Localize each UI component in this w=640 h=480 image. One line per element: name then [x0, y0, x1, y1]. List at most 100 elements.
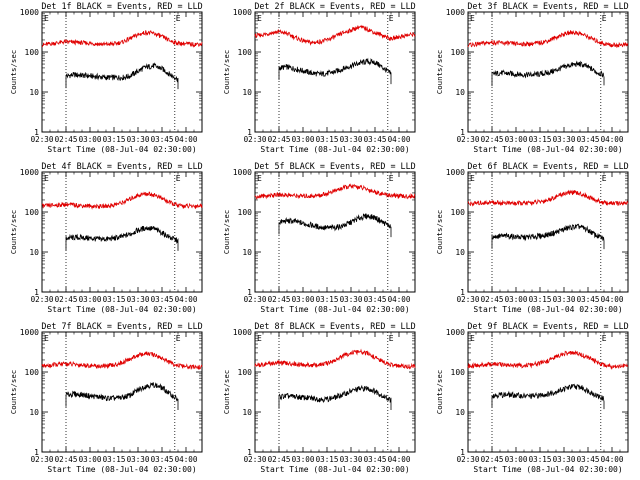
marker-label: E: [44, 334, 49, 343]
series-lld-line: [41, 30, 203, 48]
x-tick-label: 02:45: [268, 135, 291, 144]
y-tick-label: 1: [34, 128, 39, 137]
x-tick-label: 02:30: [457, 295, 480, 304]
x-tick-label: 03:45: [151, 135, 174, 144]
y-tick-label: 1000: [20, 328, 39, 337]
marker-label: E: [389, 334, 394, 343]
x-axis-label: Start Time (08-Jul-04 02:30:00): [473, 305, 622, 314]
y-axis-label: Counts/sec: [9, 50, 18, 95]
series-lld-line: [41, 351, 203, 370]
x-tick-label: 02:45: [481, 295, 504, 304]
y-tick-label: 1: [247, 448, 252, 457]
x-axis-label: Start Time (08-Jul-04 02:30:00): [47, 145, 196, 154]
x-tick-label: 04:00: [601, 135, 624, 144]
x-tick-label: 02:30: [244, 295, 267, 304]
series-lld-line: [467, 29, 629, 49]
x-axis-label: Start Time (08-Jul-04 02:30:00): [473, 145, 622, 154]
y-axis-label: Counts/sec: [9, 370, 18, 415]
x-tick-label: 04:00: [175, 295, 198, 304]
x-tick-label: 03:00: [292, 455, 315, 464]
y-axis-label: Counts/sec: [435, 210, 444, 255]
x-tick-label: 02:45: [55, 455, 78, 464]
series-events-line: [65, 62, 179, 90]
panel-det-9: Det 9f BLACK = Events, RED = LLD 1 10 100 10…: [435, 321, 629, 474]
marker-label: E: [470, 174, 475, 183]
panel-det-6: Det 6f BLACK = Events, RED = LLD 1 10 100 10…: [435, 161, 629, 314]
x-tick-label: 03:45: [364, 135, 387, 144]
y-tick-label: 1: [460, 288, 465, 297]
x-tick-label: 02:30: [31, 135, 54, 144]
x-tick-label: 04:00: [175, 455, 198, 464]
x-tick-label: 03:00: [79, 455, 102, 464]
y-tick-label: 100: [451, 48, 466, 57]
series-events-line: [491, 383, 605, 410]
x-tick-label: 03:30: [553, 135, 576, 144]
y-tick-label: 1: [247, 128, 252, 137]
x-tick-label: 03:45: [364, 455, 387, 464]
panel-title: Det 1f BLACK = Events, RED = LLD: [41, 1, 202, 11]
x-tick-label: 03:00: [79, 295, 102, 304]
x-tick-label: 03:30: [127, 135, 150, 144]
marker-label: E: [602, 14, 607, 23]
x-tick-label: 03:00: [292, 135, 315, 144]
y-tick-label: 1: [34, 288, 39, 297]
series-events-line: [278, 57, 392, 85]
x-tick-label: 03:15: [529, 135, 552, 144]
x-tick-label: 03:15: [103, 135, 126, 144]
y-axis-label: Counts/sec: [222, 370, 231, 415]
x-axis-label: Start Time (08-Jul-04 02:30:00): [47, 465, 196, 474]
y-axis-label: Counts/sec: [435, 50, 444, 95]
x-tick-label: 04:00: [388, 455, 411, 464]
panel-title: Det 6f BLACK = Events, RED = LLD: [467, 161, 628, 171]
x-tick-label: 03:30: [340, 295, 363, 304]
panel-title: Det 3f BLACK = Events, RED = LLD: [467, 1, 628, 11]
marker-label: E: [389, 174, 394, 183]
series-lld-line: [467, 350, 629, 370]
panel-det-5: Det 5f BLACK = Events, RED = LLD 1 10 100 10…: [222, 161, 416, 314]
x-tick-label: 03:00: [505, 295, 528, 304]
y-tick-label: 1000: [233, 8, 252, 17]
x-tick-label: 02:45: [55, 135, 78, 144]
y-tick-label: 10: [242, 88, 252, 97]
y-tick-label: 100: [238, 48, 253, 57]
y-tick-label: 10: [455, 88, 465, 97]
x-tick-label: 02:30: [31, 295, 54, 304]
panel-title: Det 8f BLACK = Events, RED = LLD: [254, 321, 415, 331]
panel-det-1: Det 1f BLACK = Events, RED = LLD 1 10 100 10…: [9, 1, 203, 154]
panel-title: Det 2f BLACK = Events, RED = LLD: [254, 1, 415, 11]
x-axis-label: Start Time (08-Jul-04 02:30:00): [47, 305, 196, 314]
series-lld-line: [41, 191, 203, 210]
series-lld-line: [254, 24, 416, 46]
y-tick-label: 100: [25, 368, 40, 377]
x-tick-label: 04:00: [601, 295, 624, 304]
y-tick-label: 10: [29, 248, 39, 257]
panel-det-2: Det 2f BLACK = Events, RED = LLD 1 10 100 10…: [222, 1, 416, 154]
x-tick-label: 02:30: [457, 455, 480, 464]
x-tick-label: 03:15: [529, 295, 552, 304]
x-tick-label: 03:15: [529, 455, 552, 464]
x-tick-label: 03:30: [340, 455, 363, 464]
x-tick-label: 02:45: [268, 295, 291, 304]
marker-label: E: [470, 14, 475, 23]
x-tick-label: 03:00: [505, 455, 528, 464]
x-axis-label: Start Time (08-Jul-04 02:30:00): [260, 145, 409, 154]
series-lld-line: [467, 189, 629, 207]
marker-label: E: [44, 174, 49, 183]
x-tick-label: 03:45: [577, 455, 600, 464]
y-tick-label: 100: [238, 368, 253, 377]
x-tick-label: 03:45: [364, 295, 387, 304]
y-tick-label: 10: [29, 408, 39, 417]
x-tick-label: 02:45: [481, 135, 504, 144]
x-tick-label: 03:15: [103, 295, 126, 304]
panel-det-8: Det 8f BLACK = Events, RED = LLD 1 10 100 10…: [222, 321, 416, 474]
y-tick-label: 1000: [233, 168, 252, 177]
y-tick-label: 100: [25, 48, 40, 57]
y-tick-label: 100: [25, 208, 40, 217]
y-axis-label: Counts/sec: [222, 50, 231, 95]
marker-label: E: [389, 14, 394, 23]
y-axis-label: Counts/sec: [222, 210, 231, 255]
x-tick-label: 03:45: [577, 135, 600, 144]
y-tick-label: 10: [455, 408, 465, 417]
series-events-line: [491, 60, 605, 87]
y-tick-label: 1000: [20, 8, 39, 17]
